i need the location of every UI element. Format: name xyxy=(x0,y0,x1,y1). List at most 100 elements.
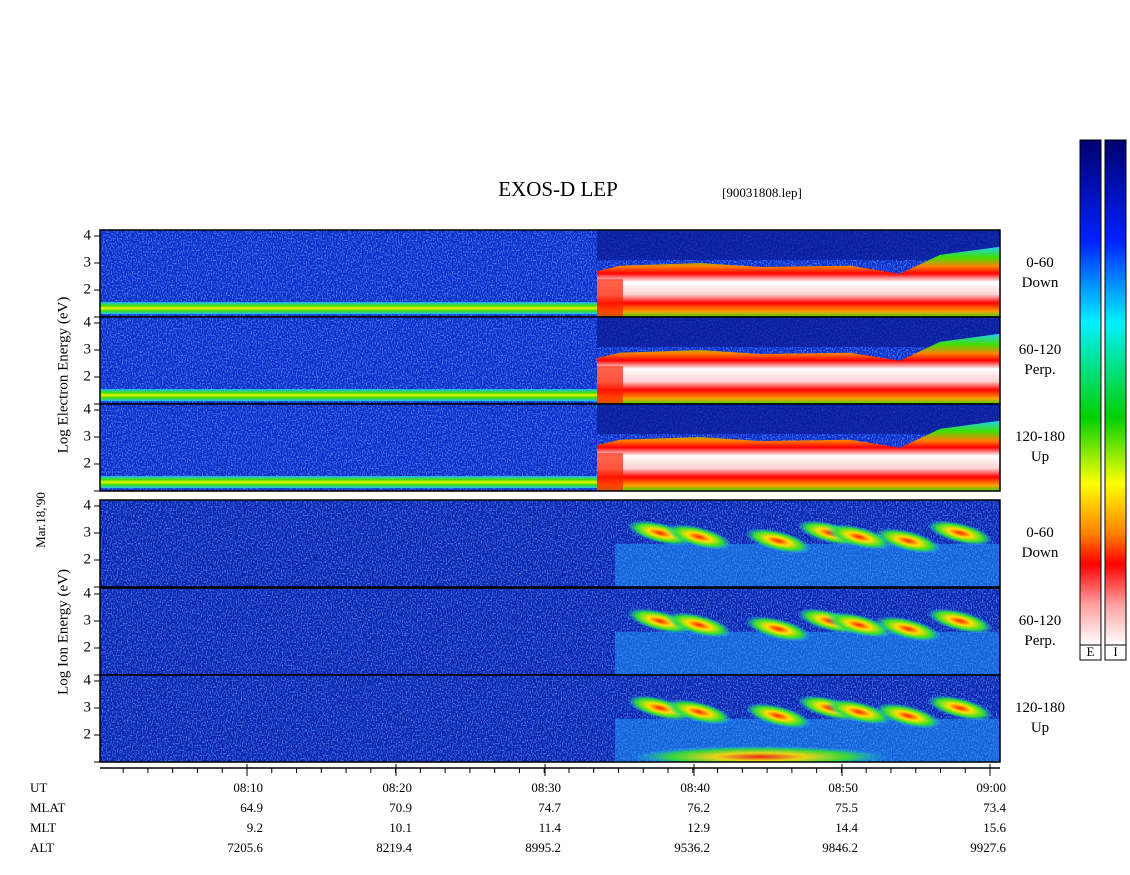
left-edge-band xyxy=(597,453,623,491)
ion-stripe xyxy=(926,695,994,721)
left-edge-band xyxy=(597,366,623,404)
y-tick-label: 2 xyxy=(84,455,92,471)
pitch-angle-label: 120-180 xyxy=(1015,700,1065,716)
y-tick-label: 3 xyxy=(84,699,92,715)
direction-label: Up xyxy=(1031,720,1049,736)
table-value: 9927.6 xyxy=(970,840,1006,855)
ion-stripe xyxy=(744,528,812,554)
spectrogram-panel: 2 3 4 0-60 Down xyxy=(84,227,1059,318)
spectrogram-panel: 2 3 4 60-120 Perp. xyxy=(84,585,1062,676)
hot-band xyxy=(597,420,1000,491)
direction-label: Perp. xyxy=(1024,362,1055,378)
table-value: 10.1 xyxy=(389,820,412,835)
ion-stripe xyxy=(874,703,942,729)
y-tick-label: 3 xyxy=(84,524,92,540)
spectrogram-panel: 2 3 4 120-180 Up xyxy=(84,672,1065,763)
y-tick-label: 4 xyxy=(84,401,92,417)
direction-label: Up xyxy=(1031,449,1049,465)
table-value: 9.2 xyxy=(247,820,263,835)
table-value: 09:00 xyxy=(976,780,1006,795)
pitch-angle-label: 60-120 xyxy=(1019,342,1062,358)
title: EXOS-D LEP xyxy=(498,177,618,201)
y-tick-label: 4 xyxy=(84,314,92,330)
y-tick-label: 2 xyxy=(84,726,92,742)
panel-image xyxy=(100,588,1000,675)
row-label: MLT xyxy=(30,820,56,835)
dark-cap xyxy=(597,317,1000,347)
y-tick-label: 2 xyxy=(84,281,92,297)
table-value: 8219.4 xyxy=(376,840,412,855)
color-bar xyxy=(1079,139,1102,646)
y-tick-label: 3 xyxy=(84,612,92,628)
file-name: [90031808.lep] xyxy=(722,185,802,200)
panel-image xyxy=(100,230,1000,317)
row-label: ALT xyxy=(30,840,54,855)
table-value: 14.4 xyxy=(835,820,858,835)
color-bar-label: E xyxy=(1087,644,1095,659)
date-label: Mar.18,'90 xyxy=(33,492,48,548)
panel-frame xyxy=(99,403,1001,492)
row-label: UT xyxy=(30,780,47,795)
hot-band xyxy=(597,246,1000,317)
ion-stripe xyxy=(744,703,812,729)
y-tick-label: 4 xyxy=(84,585,92,601)
table-value: 08:10 xyxy=(233,780,263,795)
ion-axis-label: Log Ion Energy (eV) xyxy=(55,569,71,695)
direction-label: Perp. xyxy=(1024,633,1055,649)
panel-image xyxy=(100,404,1000,491)
color-bar-label-box xyxy=(1079,644,1102,661)
panel-frame xyxy=(99,674,1001,763)
low-energy-band xyxy=(100,476,597,489)
table-value: 08:40 xyxy=(680,780,710,795)
ion-stripe xyxy=(825,612,893,638)
ion-stripe xyxy=(874,616,942,642)
electron-axis-label: Log Electron Energy (eV) xyxy=(55,297,71,454)
table-value: 73.4 xyxy=(983,800,1006,815)
left-edge-band xyxy=(597,279,623,317)
table-value: 7205.6 xyxy=(227,840,263,855)
low-energy-band xyxy=(100,389,597,402)
y-tick-label: 2 xyxy=(84,551,92,567)
dark-cap xyxy=(597,404,1000,434)
spectrogram-panel: 2 3 4 60-120 Perp. xyxy=(84,314,1062,405)
panel-image xyxy=(100,500,1000,587)
table-value: 9846.2 xyxy=(822,840,858,855)
spectrogram-panel: 2 3 4 120-180 Up xyxy=(84,401,1065,492)
table-value: 11.4 xyxy=(539,820,562,835)
ion-stripe xyxy=(665,612,733,638)
y-tick-label: 4 xyxy=(84,672,92,688)
table-value: 9536.2 xyxy=(674,840,710,855)
table-value: 74.7 xyxy=(538,800,561,815)
ion-stripe xyxy=(926,520,994,546)
ion-stripe xyxy=(825,699,893,725)
y-tick-label: 3 xyxy=(84,341,92,357)
color-bar xyxy=(1104,139,1127,646)
hot-band xyxy=(597,333,1000,404)
ion-stripe xyxy=(926,608,994,634)
low-energy-band xyxy=(100,302,597,315)
panel-frame xyxy=(99,499,1001,588)
y-tick-label: 2 xyxy=(84,368,92,384)
table-value: 8995.2 xyxy=(525,840,561,855)
ion-stripe xyxy=(874,528,942,554)
pitch-angle-label: 0-60 xyxy=(1026,525,1054,541)
y-tick-label: 3 xyxy=(84,428,92,444)
dark-cap xyxy=(597,230,1000,260)
table-value: 75.5 xyxy=(835,800,858,815)
pitch-angle-label: 60-120 xyxy=(1019,613,1062,629)
direction-label: Down xyxy=(1022,275,1059,291)
y-tick-label: 3 xyxy=(84,254,92,270)
y-tick-label: 4 xyxy=(84,497,92,513)
table-value: 08:20 xyxy=(382,780,412,795)
table-value: 76.2 xyxy=(687,800,710,815)
color-bar-label: I xyxy=(1113,644,1117,659)
table-value: 08:30 xyxy=(531,780,561,795)
panel-image xyxy=(100,317,1000,404)
color-bar-label-box xyxy=(1104,644,1127,661)
y-tick-label: 2 xyxy=(84,639,92,655)
ion-stripe xyxy=(825,524,893,550)
spectrogram-panel: 2 3 4 0-60 Down xyxy=(84,497,1059,588)
table-value: 64.9 xyxy=(240,800,263,815)
pitch-angle-label: 0-60 xyxy=(1026,255,1054,271)
